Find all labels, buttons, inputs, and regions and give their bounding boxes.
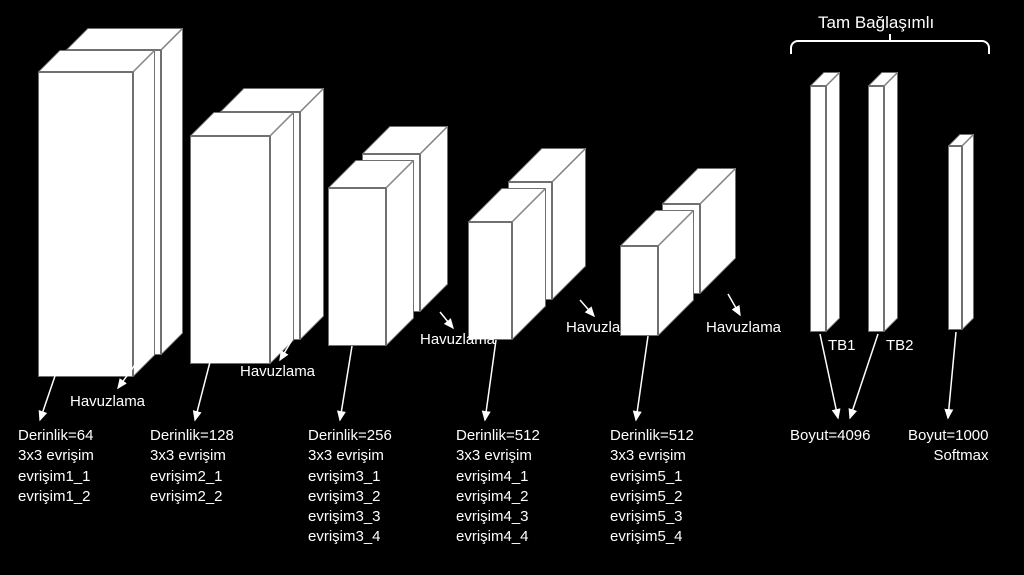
conv5-desc-5: evrişim5_4: [610, 527, 694, 547]
fc-desc: Boyut=4096: [790, 426, 871, 446]
conv1-desc-1: 3x3 evrişim: [18, 446, 94, 466]
conv4-desc-0: Derinlik=512: [456, 426, 540, 446]
conv3-desc-2: evrişim3_1: [308, 467, 392, 487]
softmax-desc-0: Boyut=1000: [908, 426, 989, 446]
conv5-desc-2: evrişim5_1: [610, 467, 694, 487]
conv5-desc-3: evrişim5_2: [610, 487, 694, 507]
conv2-desc-2: evrişim2_1: [150, 467, 234, 487]
conv3-desc-5: evrişim3_4: [308, 527, 392, 547]
conv3-desc-1: 3x3 evrişim: [308, 446, 392, 466]
conv3-desc-4: evrişim3_3: [308, 507, 392, 527]
conv3-desc-3: evrişim3_2: [308, 487, 392, 507]
softmax-desc: Boyut=1000 Softmax: [908, 426, 989, 467]
conv5-desc-0: Derinlik=512: [610, 426, 694, 446]
conv4-desc-4: evrişim4_3: [456, 507, 540, 527]
conv2-desc-3: evrişim2_2: [150, 487, 234, 507]
conv1-desc-0: Derinlik=64: [18, 426, 94, 446]
fc-desc-0: Boyut=4096: [790, 426, 871, 446]
conv4-desc-3: evrişim4_2: [456, 487, 540, 507]
conv5-desc-4: evrişim5_3: [610, 507, 694, 527]
conv5-desc: Derinlik=512 3x3 evrişim evrişim5_1 evri…: [610, 426, 694, 548]
conv2-desc-1: 3x3 evrişim: [150, 446, 234, 466]
conv3-desc-0: Derinlik=256: [308, 426, 392, 446]
conv5-desc-1: 3x3 evrişim: [610, 446, 694, 466]
conv1-desc: Derinlik=64 3x3 evrişim evrişim1_1 evriş…: [18, 426, 94, 507]
conv2-desc: Derinlik=128 3x3 evrişim evrişim2_1 evri…: [150, 426, 234, 507]
conv4-desc: Derinlik=512 3x3 evrişim evrişim4_1 evri…: [456, 426, 540, 548]
conv1-desc-3: evrişim1_2: [18, 487, 94, 507]
conv4-desc-2: evrişim4_1: [456, 467, 540, 487]
conv4-desc-5: evrişim4_4: [456, 527, 540, 547]
conv4-desc-1: 3x3 evrişim: [456, 446, 540, 466]
conv1-desc-2: evrişim1_1: [18, 467, 94, 487]
conv3-desc: Derinlik=256 3x3 evrişim evrişim3_1 evri…: [308, 426, 392, 548]
softmax-desc-1: Softmax: [908, 446, 989, 466]
conv2-desc-0: Derinlik=128: [150, 426, 234, 446]
